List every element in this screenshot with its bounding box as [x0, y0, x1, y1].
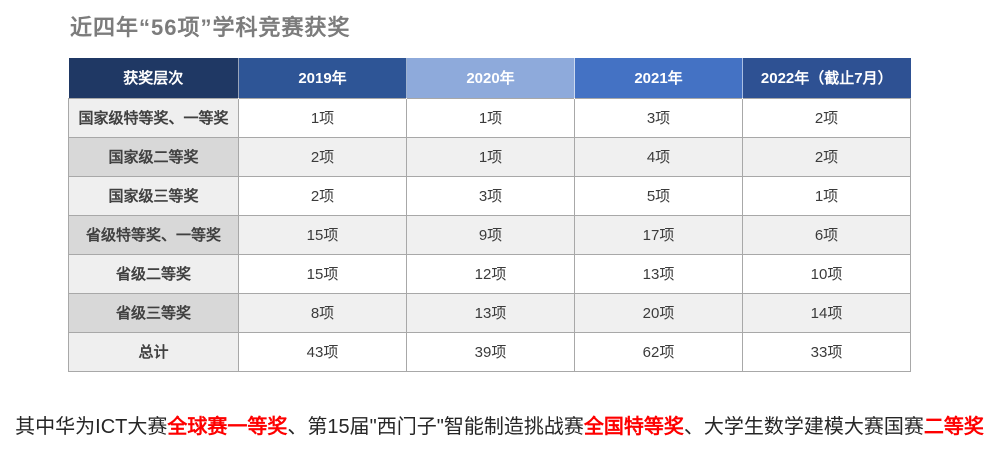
row-label-cell: 省级特等奖、一等奖 [68, 214, 239, 255]
footnote-text: 其中华为ICT大赛 [15, 416, 168, 438]
column-header-2020: 2020年 [406, 58, 575, 98]
row-label-cell: 国家级三等奖 [68, 175, 239, 216]
data-cell: 2项 [238, 136, 407, 177]
footnote-text: 、大学生数学建模大赛国赛 [683, 416, 924, 438]
data-cell: 1项 [238, 97, 407, 138]
data-cell: 3项 [574, 97, 743, 138]
column-header-award-level: 获奖层次 [68, 58, 239, 98]
data-cell: 13项 [574, 253, 743, 294]
data-cell: 1项 [742, 175, 911, 216]
row-label-cell: 国家级二等奖 [68, 136, 239, 177]
data-cell: 39项 [406, 331, 575, 372]
table-row: 省级二等奖 15项 12项 13项 10项 [68, 253, 911, 294]
data-cell: 2项 [742, 136, 911, 177]
data-cell: 2项 [742, 97, 911, 138]
data-cell: 15项 [238, 214, 407, 255]
awards-table-container: 获奖层次 2019年 2020年 2021年 2022年（截止7月） 国家级特等… [68, 58, 911, 372]
table-header-row: 获奖层次 2019年 2020年 2021年 2022年（截止7月） [68, 58, 911, 98]
footnote-highlight: 全国特等奖 [583, 416, 684, 438]
row-label-cell: 省级三等奖 [68, 292, 239, 333]
awards-table: 获奖层次 2019年 2020年 2021年 2022年（截止7月） 国家级特等… [68, 58, 911, 372]
footnote-highlight: 二等奖 [923, 416, 984, 438]
data-cell: 62项 [574, 331, 743, 372]
data-cell: 13项 [406, 292, 575, 333]
footnote: 其中华为ICT大赛全球赛一等奖、第15届"西门子"智能制造挑战赛全国特等奖、大学… [0, 410, 999, 439]
data-cell: 1项 [406, 97, 575, 138]
data-cell: 9项 [406, 214, 575, 255]
column-header-2021: 2021年 [574, 58, 743, 98]
row-label-cell: 国家级特等奖、一等奖 [68, 97, 239, 138]
data-cell: 3项 [406, 175, 575, 216]
table-row: 国家级二等奖 2项 1项 4项 2项 [68, 136, 911, 177]
table-row: 国家级三等奖 2项 3项 5项 1项 [68, 175, 911, 216]
data-cell: 17项 [574, 214, 743, 255]
data-cell: 8项 [238, 292, 407, 333]
table-row: 省级特等奖、一等奖 15项 9项 17项 6项 [68, 214, 911, 255]
data-cell: 15项 [238, 253, 407, 294]
data-cell: 6项 [742, 214, 911, 255]
table-row: 省级三等奖 8项 13项 20项 14项 [68, 292, 911, 333]
table-row: 国家级特等奖、一等奖 1项 1项 3项 2项 [68, 97, 911, 138]
data-cell: 5项 [574, 175, 743, 216]
data-cell: 2项 [238, 175, 407, 216]
column-header-2022: 2022年（截止7月） [742, 58, 911, 98]
data-cell: 10项 [742, 253, 911, 294]
table-row-total: 总计 43项 39项 62项 33项 [68, 331, 911, 372]
footnote-text: 、第15届"西门子"智能制造挑战赛 [287, 416, 584, 438]
page-title: 近四年“56项”学科竞赛获奖 [70, 15, 351, 40]
column-header-2019: 2019年 [238, 58, 407, 98]
footnote-highlight: 全球赛一等奖 [167, 416, 288, 438]
data-cell: 12项 [406, 253, 575, 294]
row-label-cell: 总计 [68, 331, 239, 372]
row-label-cell: 省级二等奖 [68, 253, 239, 294]
data-cell: 33项 [742, 331, 911, 372]
data-cell: 4项 [574, 136, 743, 177]
data-cell: 20项 [574, 292, 743, 333]
data-cell: 43项 [238, 331, 407, 372]
data-cell: 1项 [406, 136, 575, 177]
data-cell: 14项 [742, 292, 911, 333]
